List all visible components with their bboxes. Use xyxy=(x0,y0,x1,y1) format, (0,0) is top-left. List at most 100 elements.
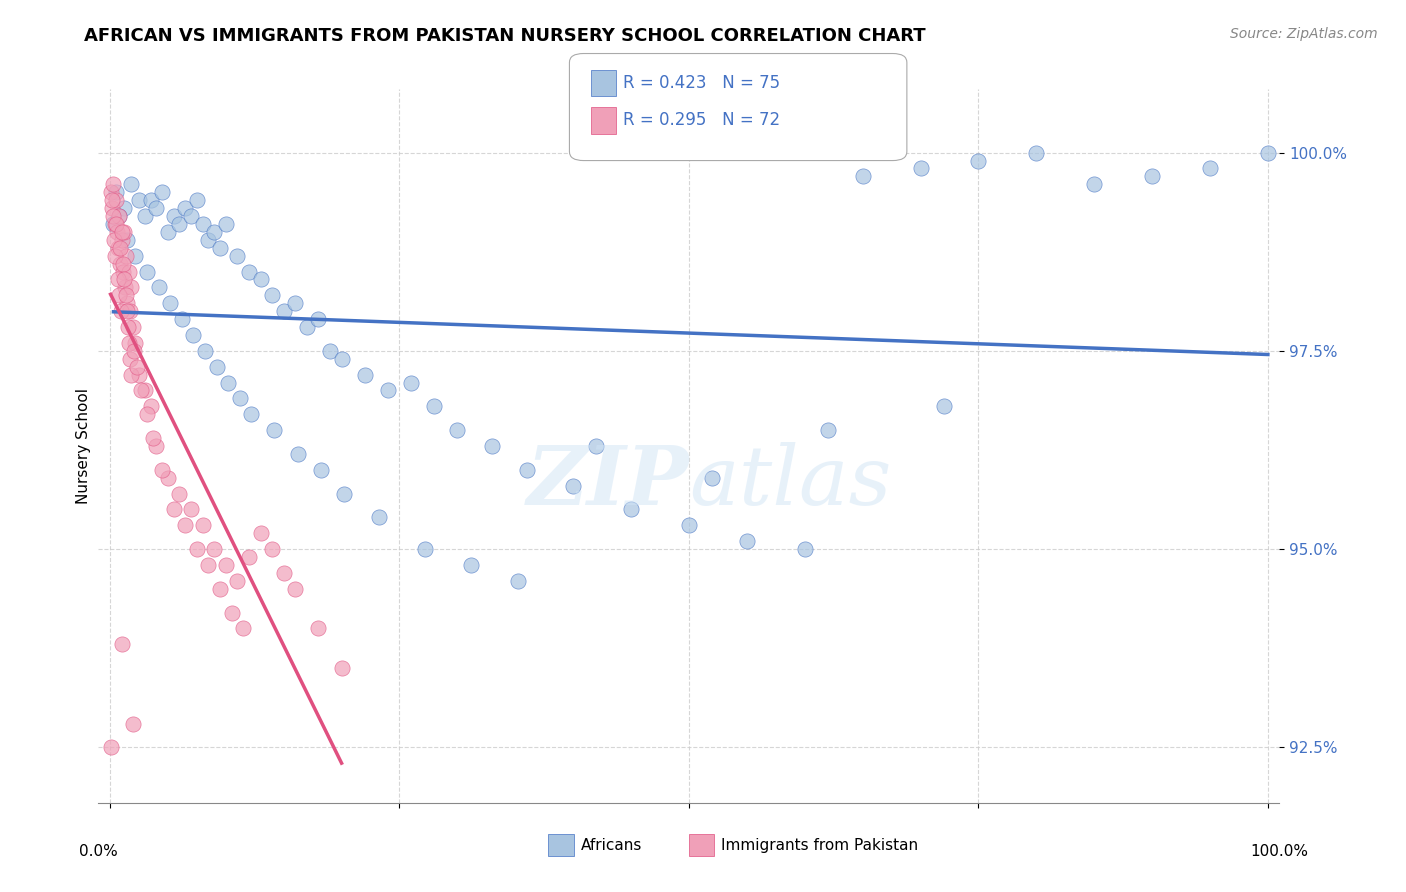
Africans xyxy=(446,423,468,437)
Immigrants from Pakistan xyxy=(136,407,159,421)
Immigrants from Pakistan xyxy=(115,249,138,263)
Africans xyxy=(136,264,159,278)
Immigrants from Pakistan xyxy=(111,264,134,278)
Immigrants from Pakistan xyxy=(118,304,141,318)
Immigrants from Pakistan xyxy=(208,582,231,596)
Africans xyxy=(852,169,875,184)
Immigrants from Pakistan xyxy=(112,257,135,271)
Immigrants from Pakistan xyxy=(191,518,214,533)
Immigrants from Pakistan xyxy=(120,368,142,382)
Immigrants from Pakistan xyxy=(150,463,173,477)
Africans xyxy=(197,233,219,247)
Text: Africans: Africans xyxy=(581,838,643,853)
Africans xyxy=(562,478,585,492)
Africans xyxy=(1025,145,1047,160)
Immigrants from Pakistan xyxy=(125,359,148,374)
Immigrants from Pakistan xyxy=(202,542,225,557)
Text: atlas: atlas xyxy=(689,442,891,522)
Africans xyxy=(1140,169,1163,184)
Text: ZIP: ZIP xyxy=(526,442,689,522)
Immigrants from Pakistan xyxy=(249,526,271,541)
Immigrants from Pakistan xyxy=(330,661,353,675)
Immigrants from Pakistan xyxy=(107,241,129,255)
Immigrants from Pakistan xyxy=(104,249,127,263)
Immigrants from Pakistan xyxy=(108,241,131,255)
Africans xyxy=(817,423,839,437)
Text: R = 0.423   N = 75: R = 0.423 N = 75 xyxy=(623,74,780,92)
Text: 0.0%: 0.0% xyxy=(79,845,118,859)
Africans xyxy=(333,486,356,500)
Africans xyxy=(295,320,318,334)
Immigrants from Pakistan xyxy=(114,272,136,286)
Text: R = 0.295   N = 72: R = 0.295 N = 72 xyxy=(623,112,780,129)
Africans xyxy=(120,178,142,192)
Immigrants from Pakistan xyxy=(122,320,145,334)
Immigrants from Pakistan xyxy=(120,351,142,366)
Africans xyxy=(163,209,186,223)
Africans xyxy=(367,510,389,524)
Immigrants from Pakistan xyxy=(284,582,307,596)
Africans xyxy=(124,249,146,263)
Africans xyxy=(287,447,309,461)
Text: Source: ZipAtlas.com: Source: ZipAtlas.com xyxy=(1230,27,1378,41)
Africans xyxy=(678,518,700,533)
Immigrants from Pakistan xyxy=(107,288,129,302)
Africans xyxy=(309,463,332,477)
Africans xyxy=(1257,145,1279,160)
Africans xyxy=(263,423,285,437)
Africans xyxy=(117,233,139,247)
Immigrants from Pakistan xyxy=(163,502,186,516)
Africans xyxy=(145,201,167,215)
Africans xyxy=(910,161,932,176)
Africans xyxy=(191,217,214,231)
Africans xyxy=(516,463,538,477)
Text: 100.0%: 100.0% xyxy=(1250,845,1309,859)
Immigrants from Pakistan xyxy=(100,186,122,200)
Africans xyxy=(377,384,399,398)
Africans xyxy=(183,328,205,343)
Immigrants from Pakistan xyxy=(124,335,146,350)
Immigrants from Pakistan xyxy=(101,201,124,215)
Africans xyxy=(793,542,815,557)
Immigrants from Pakistan xyxy=(169,486,191,500)
Immigrants from Pakistan xyxy=(307,621,329,635)
Immigrants from Pakistan xyxy=(112,225,135,239)
Africans xyxy=(238,264,260,278)
Immigrants from Pakistan xyxy=(105,217,128,231)
Africans xyxy=(169,217,191,231)
Africans xyxy=(273,304,295,318)
Africans xyxy=(967,153,990,168)
Immigrants from Pakistan xyxy=(115,304,138,318)
Africans xyxy=(284,296,307,310)
Africans xyxy=(134,209,156,223)
Immigrants from Pakistan xyxy=(110,304,132,318)
Immigrants from Pakistan xyxy=(124,343,146,358)
Immigrants from Pakistan xyxy=(232,621,254,635)
Immigrants from Pakistan xyxy=(118,335,141,350)
Immigrants from Pakistan xyxy=(108,209,131,223)
Africans xyxy=(240,407,263,421)
Text: Immigrants from Pakistan: Immigrants from Pakistan xyxy=(721,838,918,853)
Immigrants from Pakistan xyxy=(180,502,202,516)
Africans xyxy=(148,280,170,294)
Immigrants from Pakistan xyxy=(100,740,122,755)
Africans xyxy=(330,351,353,366)
Immigrants from Pakistan xyxy=(128,368,150,382)
Immigrants from Pakistan xyxy=(174,518,197,533)
Immigrants from Pakistan xyxy=(197,558,219,572)
Text: AFRICAN VS IMMIGRANTS FROM PAKISTAN NURSERY SCHOOL CORRELATION CHART: AFRICAN VS IMMIGRANTS FROM PAKISTAN NURS… xyxy=(84,27,927,45)
Immigrants from Pakistan xyxy=(262,542,284,557)
Africans xyxy=(506,574,529,588)
Africans xyxy=(150,186,173,200)
Immigrants from Pakistan xyxy=(186,542,208,557)
Africans xyxy=(215,217,238,231)
Immigrants from Pakistan xyxy=(103,233,125,247)
Africans xyxy=(202,225,225,239)
Africans xyxy=(186,193,208,207)
Immigrants from Pakistan xyxy=(142,431,165,445)
Africans xyxy=(1083,178,1105,192)
Immigrants from Pakistan xyxy=(117,320,139,334)
Immigrants from Pakistan xyxy=(111,225,134,239)
Immigrants from Pakistan xyxy=(104,193,127,207)
Immigrants from Pakistan xyxy=(226,574,249,588)
